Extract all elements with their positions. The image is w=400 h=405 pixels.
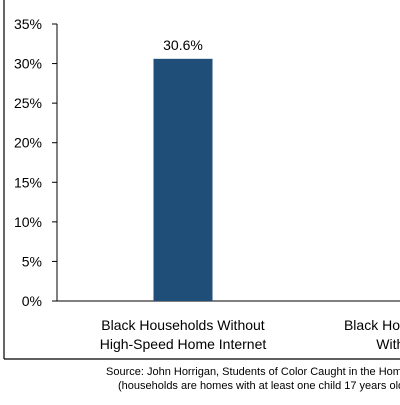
data-label-1: 30.6%	[163, 37, 203, 53]
category-label-1: Black Households Without	[101, 317, 265, 333]
data-labels: 30.6%	[163, 37, 203, 53]
y-tick-label: 20%	[14, 135, 42, 151]
y-tick-label: 5%	[22, 253, 42, 269]
category-label-1: High-Speed Home Internet	[100, 336, 267, 352]
y-tick-label: 25%	[14, 95, 42, 111]
y-tick-label: 30%	[14, 56, 42, 72]
y-tick-label: 35%	[14, 16, 42, 32]
bar-series	[153, 58, 213, 301]
source-line-1: Source: John Horrigan, Students of Color…	[106, 366, 400, 378]
y-axis-ticks: 0% 5% 10% 15% 20% 25% 30% 35%	[14, 16, 57, 309]
bar-1	[153, 58, 213, 301]
y-tick-label: 15%	[14, 174, 42, 190]
y-tick-label: 10%	[14, 214, 42, 230]
category-label-2: Black Households	[344, 317, 400, 333]
y-tick-label: 0%	[22, 293, 42, 309]
category-labels: Black Households Without High-Speed Home …	[100, 317, 400, 352]
category-label-2: Without	[376, 336, 400, 352]
source-line-2: (households are homes with at least one …	[118, 380, 400, 392]
